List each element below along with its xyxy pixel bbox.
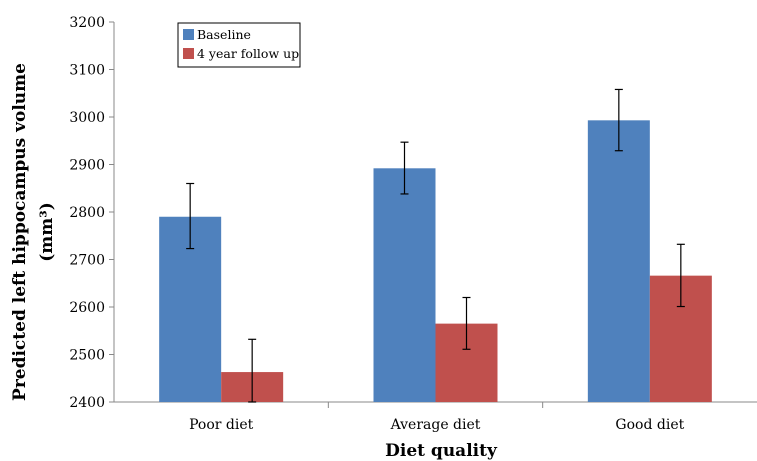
legend-swatch xyxy=(183,48,194,59)
legend-label: 4 year follow up xyxy=(197,46,299,61)
legend-swatch xyxy=(183,29,194,40)
plot-area xyxy=(113,22,757,403)
x-category-label: Average diet xyxy=(390,417,481,433)
y-axis-unit: (mm³) xyxy=(37,202,57,262)
y-tick-label: 2900 xyxy=(69,158,105,174)
bar-baseline xyxy=(587,120,650,402)
y-axis-unit-group: (mm³) xyxy=(37,202,57,262)
y-tick-label: 2700 xyxy=(69,253,105,269)
y-tick-label: 2400 xyxy=(69,395,105,411)
y-tick-label: 2600 xyxy=(69,300,105,316)
y-tick-label: 2800 xyxy=(69,205,105,221)
y-axis-title-group: Predicted left hippocampus volume xyxy=(10,63,30,401)
legend: Baseline 4 year follow up xyxy=(177,22,301,68)
y-axis-ticks: 2400 2500 2600 2700 2800 2900 3000 3100 3200 xyxy=(69,15,114,411)
y-tick-label: 3200 xyxy=(69,15,105,31)
x-category-label: Good diet xyxy=(615,417,684,433)
bar-baseline xyxy=(373,168,436,402)
y-axis-title: Predicted left hippocampus volume xyxy=(10,63,30,401)
x-axis-title: Diet quality xyxy=(385,441,498,461)
y-tick-label: 3000 xyxy=(69,110,105,126)
legend-label: Baseline xyxy=(197,27,251,42)
x-category-label: Poor diet xyxy=(189,417,254,433)
legend-box xyxy=(177,22,301,68)
y-tick-label: 2500 xyxy=(69,348,105,364)
y-tick-label: 3100 xyxy=(69,63,105,79)
x-axis-categories: Poor diet Average diet Good diet xyxy=(189,402,685,433)
